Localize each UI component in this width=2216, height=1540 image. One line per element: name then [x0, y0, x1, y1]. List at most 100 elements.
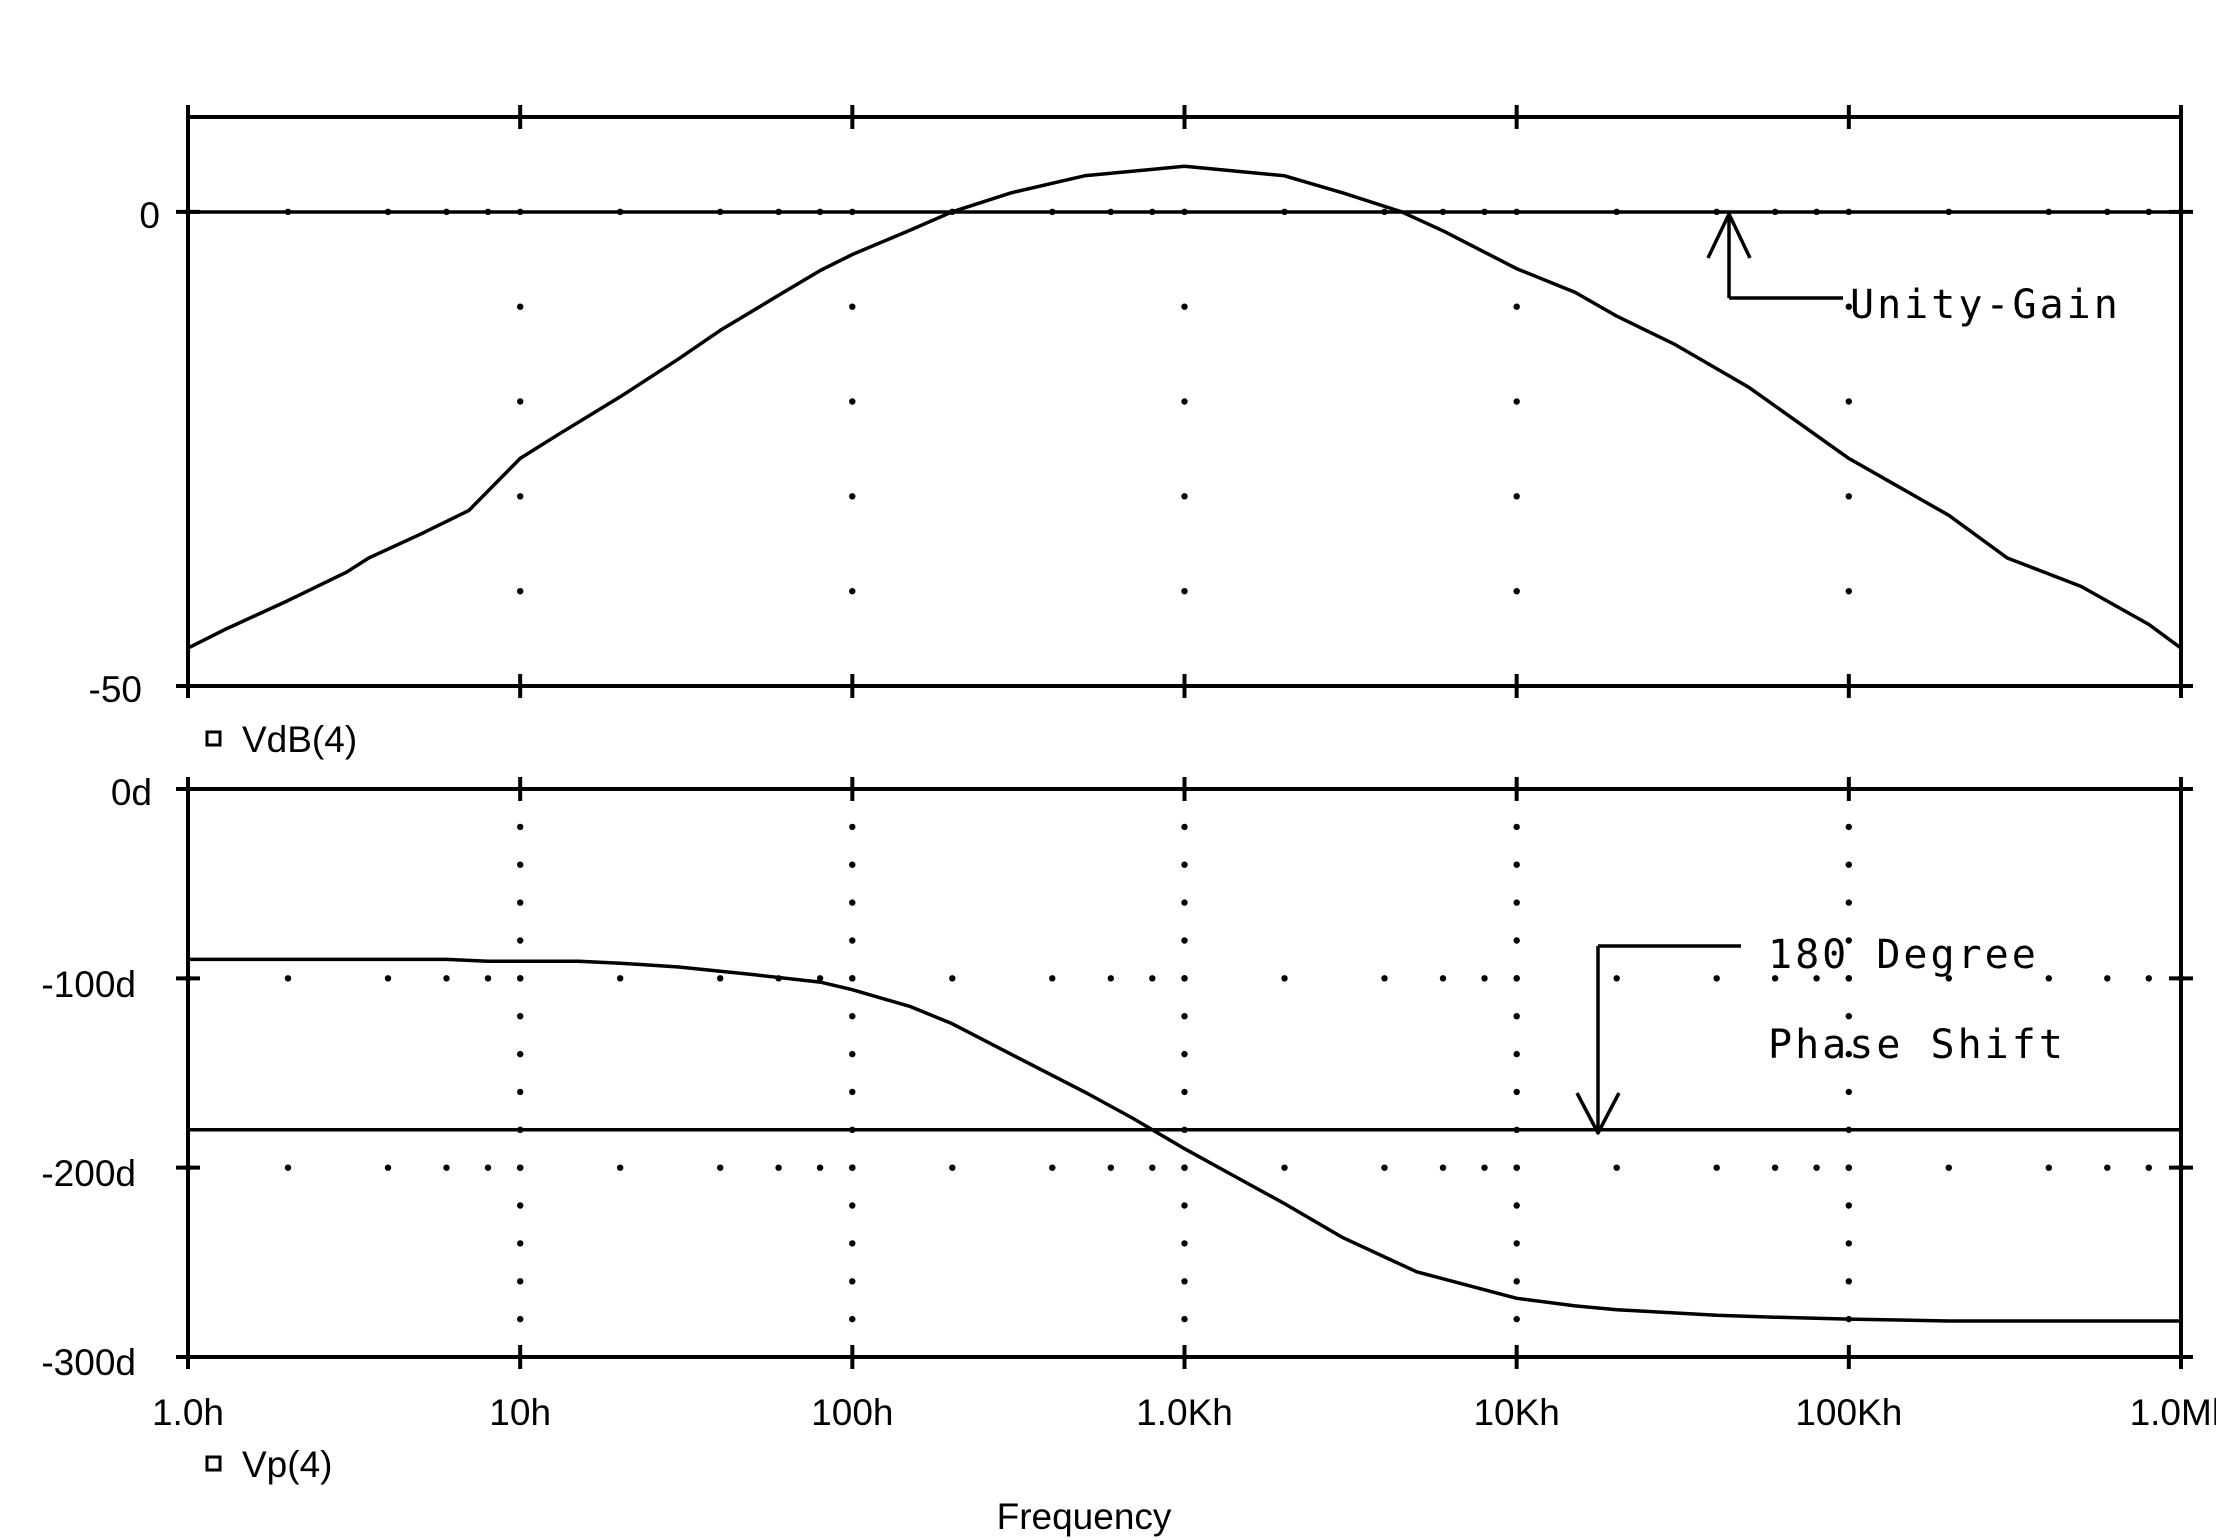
- grid-dot: [484, 975, 492, 982]
- grid-dot: [443, 975, 450, 982]
- phase-shift-annotation: 180 Degree Phase Shift: [1575, 932, 2063, 1135]
- grid-dot: [1513, 861, 1520, 868]
- grid-dot: [1845, 937, 1853, 944]
- x-tick-label: 1.0Mh: [2130, 1392, 2216, 1433]
- grid-dot: [617, 975, 624, 982]
- x-tick-label: 100Kh: [1795, 1392, 1902, 1433]
- grid-dot: [1181, 398, 1188, 405]
- grid-dot: [384, 1164, 392, 1171]
- grid-dot: [1613, 975, 1620, 982]
- grid-dot: [1149, 1164, 1156, 1171]
- grid-dot: [849, 861, 856, 868]
- grid-dot: [1513, 303, 1520, 310]
- grid-dot: [1513, 1088, 1520, 1096]
- grid-dot: [849, 899, 856, 906]
- grid-dot: [1845, 1050, 1853, 1058]
- grid-dot: [1513, 899, 1520, 906]
- grid-dot: [1945, 1164, 1953, 1171]
- grid-dot: [1107, 975, 1115, 982]
- grid-dot: [1181, 1164, 1188, 1171]
- grid-dot: [1513, 1315, 1520, 1323]
- grid-dot: [849, 1315, 856, 1323]
- grid-dot: [1845, 899, 1853, 906]
- grid-dot: [1513, 937, 1520, 944]
- grid-dot: [1149, 975, 1156, 982]
- x-tick-labels: 1.0h 10h 100h 1.0Kh 10Kh 100Kh 1.0Mh: [152, 1392, 2216, 1433]
- grid-dot: [1713, 975, 1720, 982]
- grid-dot: [717, 975, 724, 982]
- grid-dot: [816, 975, 824, 982]
- grid-dot: [1181, 823, 1188, 831]
- grid-dot: [1281, 1164, 1288, 1171]
- grid-dot: [1181, 899, 1188, 906]
- grid-dot: [1381, 1164, 1388, 1171]
- grid-dot: [949, 975, 956, 982]
- grid-dot: [517, 899, 524, 906]
- grid-dot: [1049, 975, 1056, 982]
- grid-dot: [2145, 1164, 2152, 1171]
- grid-dot: [1181, 588, 1188, 595]
- grid-dot: [1181, 1050, 1188, 1058]
- grid-dot: [1845, 1164, 1853, 1171]
- grid-dot: [1845, 1202, 1853, 1209]
- x-tick-label: 1.0Kh: [1136, 1392, 1233, 1433]
- grid-dot: [517, 937, 524, 944]
- grid-dot: [517, 303, 524, 310]
- grid-dot: [775, 1164, 782, 1171]
- grid-dot: [517, 1088, 524, 1096]
- grid-dot: [1181, 1013, 1188, 1020]
- grid-dot: [849, 493, 856, 500]
- grid-dot: [384, 975, 392, 982]
- grid-dot: [1439, 975, 1447, 982]
- grid-dot: [849, 975, 856, 982]
- legend-square-icon: [205, 730, 222, 747]
- phase-plot-frame: [186, 787, 2183, 1359]
- grid-dot: [517, 1278, 524, 1285]
- grid-dot: [849, 1050, 856, 1058]
- grid-dot: [1845, 493, 1853, 500]
- grid-dot: [1281, 975, 1288, 982]
- grid-dot: [1513, 1013, 1520, 1020]
- phase-legend-label: Vp(4): [242, 1444, 332, 1485]
- grid-dot: [849, 937, 856, 944]
- grid-dot: [816, 1164, 824, 1171]
- phase-legend: Vp(4): [205, 1444, 332, 1485]
- unity-gain-label: Unity-Gain: [1850, 282, 2121, 328]
- grid-dot: [1513, 823, 1520, 831]
- grid-dot: [1181, 1202, 1188, 1209]
- grid-dot: [1107, 1164, 1115, 1171]
- grid-dot: [1513, 1240, 1520, 1247]
- grid-dot: [849, 1240, 856, 1247]
- grid-dot: [1181, 1088, 1188, 1096]
- grid-dot: [1513, 398, 1520, 405]
- phase-curve: [188, 957, 2181, 1323]
- grid-dot: [1513, 1050, 1520, 1058]
- x-tick-label: 100h: [811, 1392, 893, 1433]
- grid-dot: [1513, 1278, 1520, 1285]
- grid-dot: [2104, 1164, 2111, 1171]
- grid-dot: [1481, 1164, 1488, 1171]
- phase-ytick-label-2: -200d: [41, 1153, 136, 1194]
- grid-dot: [2045, 1164, 2052, 1171]
- grid-dot: [1813, 1164, 1820, 1171]
- phase-ytick-label-3: -300d: [41, 1342, 136, 1383]
- grid-dot: [1181, 493, 1188, 500]
- phase-annotation-arrow-head: [1575, 1092, 1621, 1135]
- grid-dot: [849, 823, 856, 831]
- unity-gain-arrow-head: [1706, 212, 1752, 259]
- grid-dot: [1381, 975, 1388, 982]
- grid-dot: [484, 1164, 492, 1171]
- grid-dot: [849, 303, 856, 310]
- grid-dot: [1771, 975, 1779, 982]
- grid-dot: [1845, 398, 1853, 405]
- grid-dot: [1181, 975, 1188, 982]
- grid-dot: [1513, 588, 1520, 595]
- grid-dot: [1439, 1164, 1447, 1171]
- grid-dot: [1845, 303, 1853, 310]
- grid-dot: [2104, 975, 2111, 982]
- grid-dot: [849, 588, 856, 595]
- grid-dot: [284, 975, 292, 982]
- magnitude-panel: 0 -50 Unity-Gain VdB(4): [89, 105, 2193, 760]
- grid-dot: [849, 1202, 856, 1209]
